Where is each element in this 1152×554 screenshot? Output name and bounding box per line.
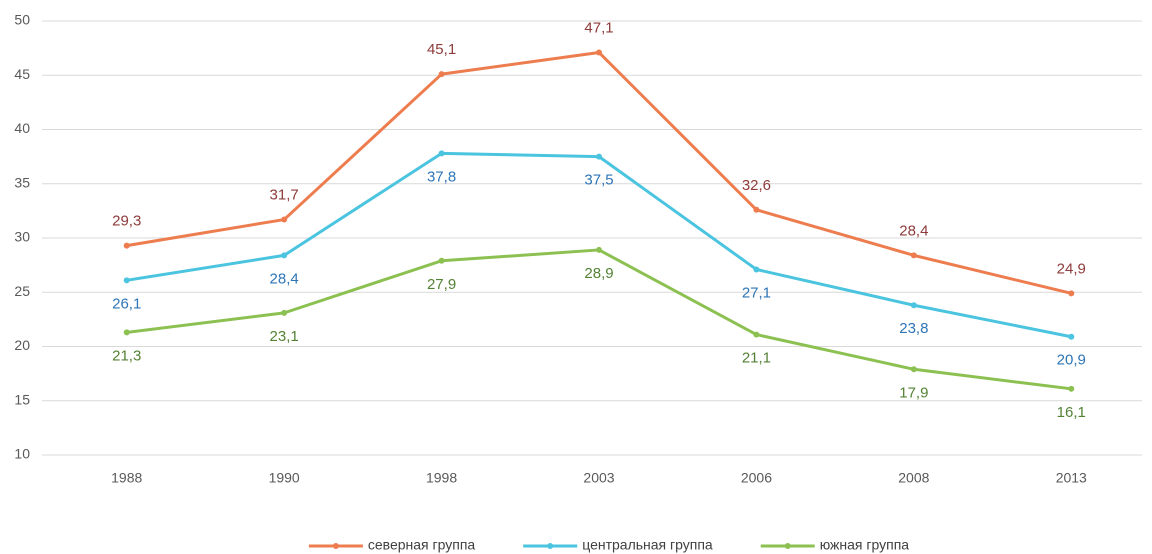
- legend-marker: [332, 543, 339, 549]
- y-tick-label: 40: [14, 120, 30, 136]
- data-point: [281, 252, 288, 259]
- x-tick-label: 1990: [269, 470, 300, 486]
- data-label: 31,7: [270, 187, 299, 204]
- y-tick-label: 20: [14, 337, 30, 353]
- legend-marker: [784, 543, 791, 549]
- data-point: [1068, 333, 1075, 340]
- legend-marker: [547, 543, 554, 549]
- data-point: [910, 252, 917, 259]
- data-point: [123, 242, 130, 249]
- data-label: 37,8: [427, 168, 456, 185]
- data-point: [910, 366, 917, 373]
- x-tick-label: 2003: [583, 470, 614, 486]
- legend: северная группа центральная группа южная г…: [308, 537, 910, 553]
- data-label: 47,1: [584, 19, 613, 36]
- data-label: 23,1: [270, 328, 299, 345]
- data-point: [1068, 385, 1075, 392]
- data-label: 28,9: [584, 265, 613, 282]
- data-label: 37,5: [584, 172, 613, 189]
- data-point: [281, 216, 288, 223]
- legend-label: южная группа: [820, 537, 910, 553]
- data-point: [438, 257, 445, 264]
- data-label: 21,1: [742, 350, 771, 367]
- data-label: 21,3: [112, 347, 141, 364]
- data-label: 24,9: [1057, 260, 1086, 277]
- data-point: [123, 329, 130, 336]
- legend-label: северная группа: [368, 537, 476, 553]
- x-tick-label: 1988: [111, 470, 142, 486]
- data-point: [753, 266, 760, 273]
- data-point: [910, 302, 917, 309]
- y-tick-label: 30: [14, 229, 30, 245]
- data-label: 23,8: [899, 320, 928, 337]
- data-point: [596, 49, 602, 56]
- data-label: 17,9: [899, 384, 928, 401]
- data-label: 29,3: [112, 213, 141, 230]
- y-tick-label: 35: [14, 174, 30, 190]
- x-tick-label: 2008: [898, 470, 929, 486]
- x-tick-label: 2006: [741, 470, 772, 486]
- y-tick-label: 25: [14, 283, 30, 299]
- data-label: 28,4: [899, 222, 928, 239]
- data-label: 16,1: [1057, 404, 1086, 421]
- data-label: 27,9: [427, 276, 456, 293]
- data-label: 27,1: [742, 284, 771, 301]
- data-label: 45,1: [427, 41, 456, 58]
- data-point: [596, 246, 602, 253]
- y-tick-label: 15: [14, 391, 30, 407]
- data-point: [1068, 290, 1075, 297]
- data-label: 20,9: [1057, 352, 1086, 369]
- data-point: [281, 309, 288, 316]
- legend-label: центральная группа: [582, 537, 713, 553]
- y-tick-label: 10: [14, 446, 30, 462]
- y-tick-label: 45: [14, 66, 30, 82]
- data-label: 32,6: [742, 177, 771, 194]
- data-point: [438, 150, 445, 157]
- data-label: 28,4: [270, 270, 299, 287]
- data-point: [596, 153, 602, 160]
- y-tick-label: 50: [14, 12, 30, 28]
- data-point: [753, 206, 760, 213]
- x-tick-label: 2013: [1056, 470, 1087, 486]
- x-tick-label: 1998: [426, 470, 457, 486]
- data-point: [123, 277, 130, 284]
- data-point: [753, 331, 760, 338]
- data-label: 26,1: [112, 295, 141, 312]
- data-point: [438, 71, 445, 78]
